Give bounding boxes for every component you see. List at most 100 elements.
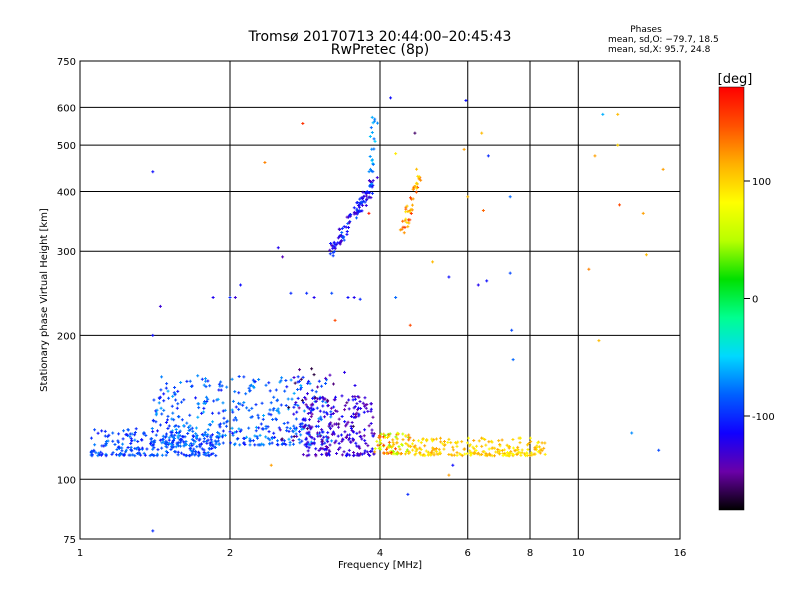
data-point	[204, 379, 208, 383]
data-point	[332, 398, 336, 402]
data-point	[276, 398, 280, 402]
data-point	[176, 402, 180, 406]
data-point	[124, 450, 128, 454]
data-point	[136, 446, 140, 450]
data-point	[321, 404, 325, 408]
data-point	[661, 167, 665, 171]
data-point	[348, 453, 352, 457]
data-point	[250, 406, 254, 410]
data-point	[389, 96, 393, 100]
data-point	[324, 400, 328, 404]
data-point	[160, 453, 164, 457]
data-point	[204, 385, 208, 389]
data-point	[409, 444, 413, 448]
data-point	[164, 386, 168, 390]
data-point	[130, 432, 134, 436]
data-point	[296, 380, 300, 384]
data-point	[221, 435, 225, 439]
data-point	[156, 429, 160, 433]
data-point	[463, 452, 467, 456]
data-point	[508, 451, 512, 455]
data-point	[510, 328, 514, 332]
data-point	[230, 377, 234, 381]
data-point	[281, 255, 285, 259]
data-point	[395, 431, 399, 435]
data-point	[262, 443, 266, 447]
data-point	[232, 418, 236, 422]
data-point	[124, 433, 128, 437]
data-point	[347, 407, 351, 411]
data-point	[93, 443, 97, 447]
data-point	[176, 434, 180, 438]
data-point	[293, 426, 297, 430]
data-point	[401, 219, 405, 223]
data-point	[301, 453, 305, 457]
data-point	[121, 442, 125, 446]
data-point	[307, 446, 311, 450]
data-point	[228, 296, 232, 300]
data-point	[487, 452, 491, 456]
data-point	[133, 438, 137, 442]
data-point	[298, 441, 302, 445]
data-point	[126, 428, 130, 432]
data-point	[258, 433, 262, 437]
data-point	[190, 426, 194, 430]
data-point	[204, 439, 208, 443]
data-point	[268, 408, 272, 412]
data-point	[414, 190, 418, 194]
data-point	[455, 451, 459, 455]
data-point	[193, 453, 197, 457]
data-point	[292, 412, 296, 416]
data-point	[346, 296, 350, 300]
data-point	[237, 427, 241, 431]
data-point	[164, 439, 168, 443]
data-point	[204, 433, 208, 437]
data-point	[221, 429, 225, 433]
data-point	[204, 395, 208, 399]
data-point	[618, 203, 622, 207]
data-point	[176, 389, 180, 393]
data-point	[326, 404, 330, 408]
data-point	[206, 428, 210, 432]
data-point	[280, 376, 284, 380]
data-point	[263, 160, 267, 164]
data-point	[318, 409, 322, 413]
data-point	[343, 404, 347, 408]
data-point	[364, 203, 368, 207]
data-point	[280, 437, 284, 441]
data-point	[296, 396, 300, 400]
y-tick-label: 100	[57, 475, 76, 486]
data-point	[392, 442, 396, 446]
data-point	[511, 438, 515, 442]
data-point	[310, 402, 314, 406]
data-point	[363, 396, 367, 400]
data-point	[395, 452, 399, 456]
data-point	[156, 448, 160, 452]
data-point	[287, 437, 291, 441]
data-point	[122, 452, 126, 456]
data-point	[195, 435, 199, 439]
data-point	[451, 448, 455, 452]
chart-title: Tromsø 20170713 20:44:00–20:45:43	[248, 29, 512, 45]
data-point	[306, 411, 310, 415]
data-point	[155, 454, 159, 458]
data-point	[202, 383, 206, 387]
data-point	[305, 291, 309, 295]
data-point	[526, 447, 530, 451]
data-point	[338, 242, 342, 246]
data-point	[506, 451, 510, 455]
data-point	[140, 446, 144, 450]
data-point	[267, 430, 271, 434]
data-point	[114, 453, 118, 457]
data-point	[162, 408, 166, 412]
data-point	[202, 440, 206, 444]
data-point	[413, 131, 417, 135]
data-point	[166, 451, 170, 455]
data-point	[217, 411, 221, 415]
data-point	[207, 423, 211, 427]
data-point	[129, 445, 133, 449]
data-point	[363, 449, 367, 453]
data-point	[434, 449, 438, 453]
data-point	[540, 441, 544, 445]
